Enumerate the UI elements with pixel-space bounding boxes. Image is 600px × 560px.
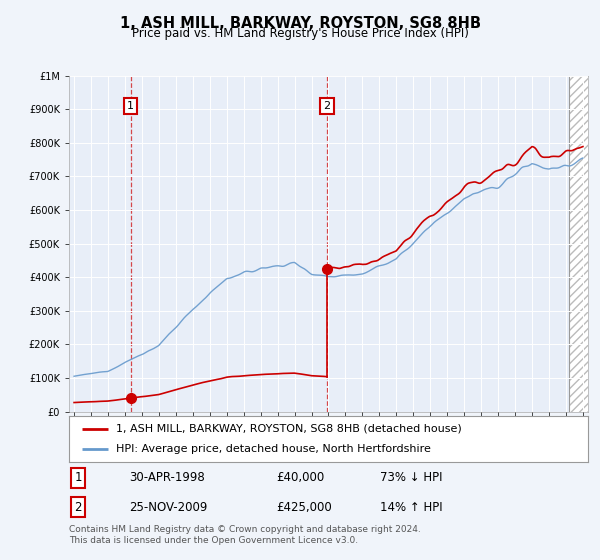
Text: 14% ↑ HPI: 14% ↑ HPI [380, 501, 443, 514]
Text: Contains HM Land Registry data © Crown copyright and database right 2024.
This d: Contains HM Land Registry data © Crown c… [69, 525, 421, 545]
Text: 1: 1 [127, 101, 134, 111]
Text: 1: 1 [74, 472, 82, 484]
Text: 2: 2 [74, 501, 82, 514]
Text: 1, ASH MILL, BARKWAY, ROYSTON, SG8 8HB (detached house): 1, ASH MILL, BARKWAY, ROYSTON, SG8 8HB (… [116, 424, 461, 434]
Text: £40,000: £40,000 [277, 472, 325, 484]
Text: Price paid vs. HM Land Registry's House Price Index (HPI): Price paid vs. HM Land Registry's House … [131, 27, 469, 40]
Text: £425,000: £425,000 [277, 501, 332, 514]
Text: 1, ASH MILL, BARKWAY, ROYSTON, SG8 8HB: 1, ASH MILL, BARKWAY, ROYSTON, SG8 8HB [119, 16, 481, 31]
Text: 73% ↓ HPI: 73% ↓ HPI [380, 472, 443, 484]
Text: 30-APR-1998: 30-APR-1998 [128, 472, 205, 484]
Text: HPI: Average price, detached house, North Hertfordshire: HPI: Average price, detached house, Nort… [116, 444, 431, 454]
Text: 2: 2 [323, 101, 331, 111]
Text: 25-NOV-2009: 25-NOV-2009 [128, 501, 207, 514]
